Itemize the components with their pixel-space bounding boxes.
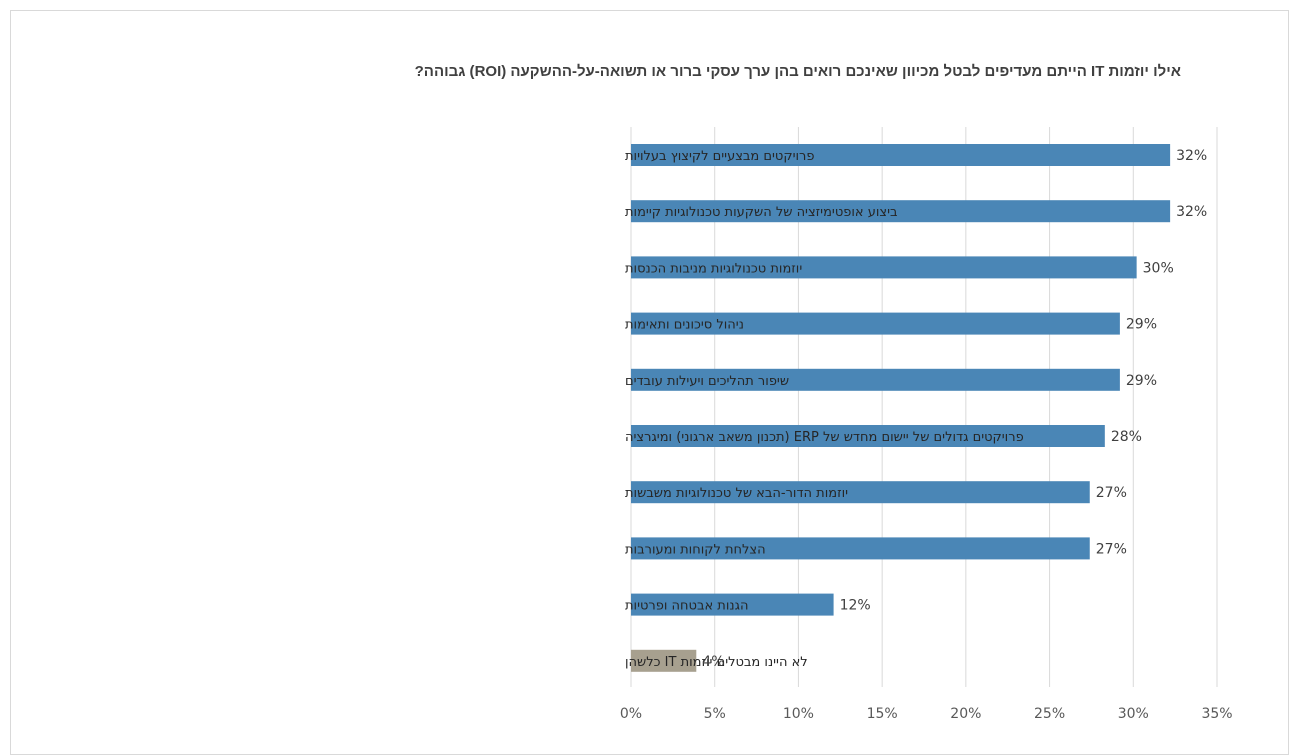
x-tick-label: 10%	[783, 706, 814, 722]
data-label: 27%	[1096, 485, 1127, 501]
category-label: ניהול סיכונים ותאימות	[625, 318, 744, 333]
data-label: 32%	[1176, 204, 1207, 220]
category-label: שיפור תהליכים ויעילות עובדים	[625, 374, 789, 389]
bar	[631, 537, 1090, 560]
x-axis-ticks: 0% 5% 10% 15% 20% 25% 30% 35%	[620, 706, 1233, 722]
x-tick-label: 30%	[1118, 706, 1149, 722]
data-label: 4%	[702, 654, 724, 670]
data-label: 12%	[840, 598, 871, 614]
category-label: פרויקטים מבצעיים לקיצוץ בעלויות	[625, 149, 815, 164]
category-label: הצלחת לקוחות ומעורבות	[625, 542, 766, 557]
value-labels: 32% 32% 30% 29% 29% 28% 27% 27% 12% 4%	[702, 148, 1207, 670]
data-label: 30%	[1143, 260, 1174, 276]
data-label: 27%	[1096, 541, 1127, 557]
x-tick-label: 15%	[867, 706, 898, 722]
bar	[631, 368, 1120, 391]
category-label: יוזמות טכנולוגיות מניבות הכנסות	[625, 261, 802, 276]
data-label: 28%	[1111, 429, 1142, 445]
bar	[631, 425, 1105, 447]
x-tick-label: 20%	[950, 706, 981, 722]
data-label: 29%	[1126, 373, 1157, 389]
chart-title: אילו יוזמות IT הייתם מעדיפים לבטל מכיוון…	[414, 63, 1181, 80]
category-label: פרויקטים גדולים של יישום מחדש של ERP (תכ…	[625, 430, 1024, 445]
bar	[631, 481, 1090, 504]
category-labels: פרויקטים מבצעיים לקיצוץ בעלויות ביצוע אופ…	[625, 149, 1024, 670]
x-tick-label: 5%	[704, 706, 726, 722]
bars	[631, 144, 1171, 672]
x-tick-label: 35%	[1201, 706, 1232, 722]
bar	[631, 593, 834, 616]
data-label: 29%	[1126, 317, 1157, 333]
bar	[631, 649, 697, 672]
x-tick-label: 25%	[1034, 706, 1065, 722]
category-label: ביצוע אופטימיזציה של השקעות טכנולוגיות ק…	[625, 205, 898, 220]
bar	[631, 200, 1171, 223]
bar	[631, 144, 1171, 166]
category-label: יוזמות הדור-הבא של טכנולוגיות משבשות	[625, 486, 848, 501]
bar	[631, 256, 1137, 279]
category-label: לא היינו מבטלים יוזמות IT כלשהן	[625, 655, 808, 670]
x-tick-label: 0%	[620, 706, 642, 722]
data-label: 32%	[1176, 148, 1207, 164]
bar	[631, 312, 1120, 335]
category-label: הגנות אבטחה ופרטיות	[625, 599, 748, 614]
